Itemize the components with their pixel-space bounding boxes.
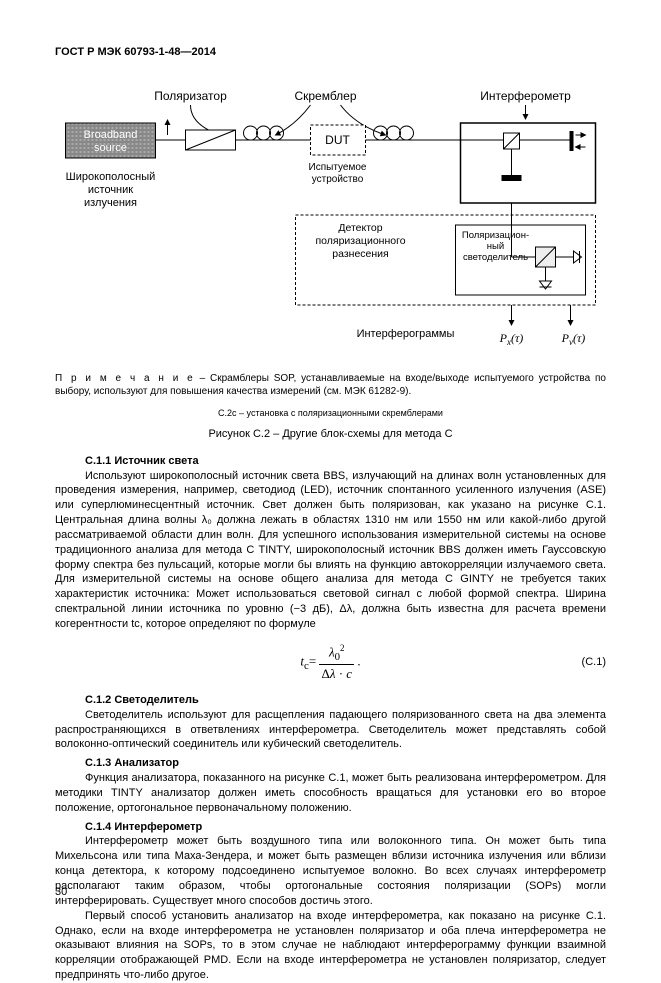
section-c14-p1: Интерферометр может быть воздушного типа… [55, 834, 606, 908]
block-diagram: Поляризатор Скремблер Интерферометр Broa… [55, 75, 606, 355]
svg-text:Детектор: Детектор [338, 222, 382, 234]
svg-text:источник: источник [88, 184, 133, 196]
svg-text:Px(τ): Px(τ) [499, 331, 524, 347]
figure-caption: Рисунок С.2 – Другие блок-схемы для мето… [55, 427, 606, 442]
note-block: П р и м е ч а н и е – Скрамблеры SOP, ус… [55, 372, 606, 399]
label-polarizer: Поляризатор [154, 89, 227, 103]
dut-label: DUT [325, 133, 350, 147]
note-label: П р и м е ч а н и е [55, 373, 195, 384]
svg-text:Испытуемое: Испытуемое [309, 162, 367, 173]
svg-text:ный: ный [487, 241, 504, 252]
svg-text:разнесения: разнесения [332, 248, 388, 260]
section-c12-title: С.1.2 Светоделитель [55, 693, 606, 708]
label-interferometer: Интерферометр [480, 89, 571, 103]
section-c13-body: Функция анализатора, показанного на рису… [55, 771, 606, 816]
section-c11-body: Используют широкополосный источник света… [55, 469, 606, 632]
svg-text:излучения: излучения [84, 197, 137, 209]
section-c14-p2: Первый способ установить анализатор на в… [55, 909, 606, 983]
page-number: 30 [55, 885, 67, 900]
label-interferograms: Интерферограммы [357, 328, 455, 340]
section-c14-title: С.1.4 Интерферометр [55, 820, 606, 835]
section-c12-body: Светоделитель используют для расщепления… [55, 708, 606, 753]
svg-text:устройство: устройство [312, 174, 364, 185]
svg-text:source: source [94, 142, 127, 154]
section-c11-title: С.1.1 Источник света [55, 454, 606, 469]
formula-number: (С.1) [582, 655, 606, 670]
svg-text:поляризационного: поляризационного [315, 235, 405, 247]
svg-text:Pv(τ): Pv(τ) [561, 331, 586, 347]
label-scrambler: Скремблер [294, 89, 356, 103]
svg-text:Поляризацион-: Поляризацион- [462, 230, 529, 241]
svg-text:Широкополосный: Широкополосный [66, 171, 156, 183]
formula-c1: tc= λ02 Δλ · c . (С.1) [55, 642, 606, 683]
diagram-container: Поляризатор Скремблер Интерферометр Broa… [55, 75, 606, 360]
subcaption: С.2с – установка с поляризационными скре… [55, 407, 606, 419]
section-c13-title: С.1.3 Анализатор [55, 756, 606, 771]
svg-text:Broadband: Broadband [84, 129, 138, 141]
document-header: ГОСТ Р МЭК 60793-1-48—2014 [55, 45, 606, 60]
